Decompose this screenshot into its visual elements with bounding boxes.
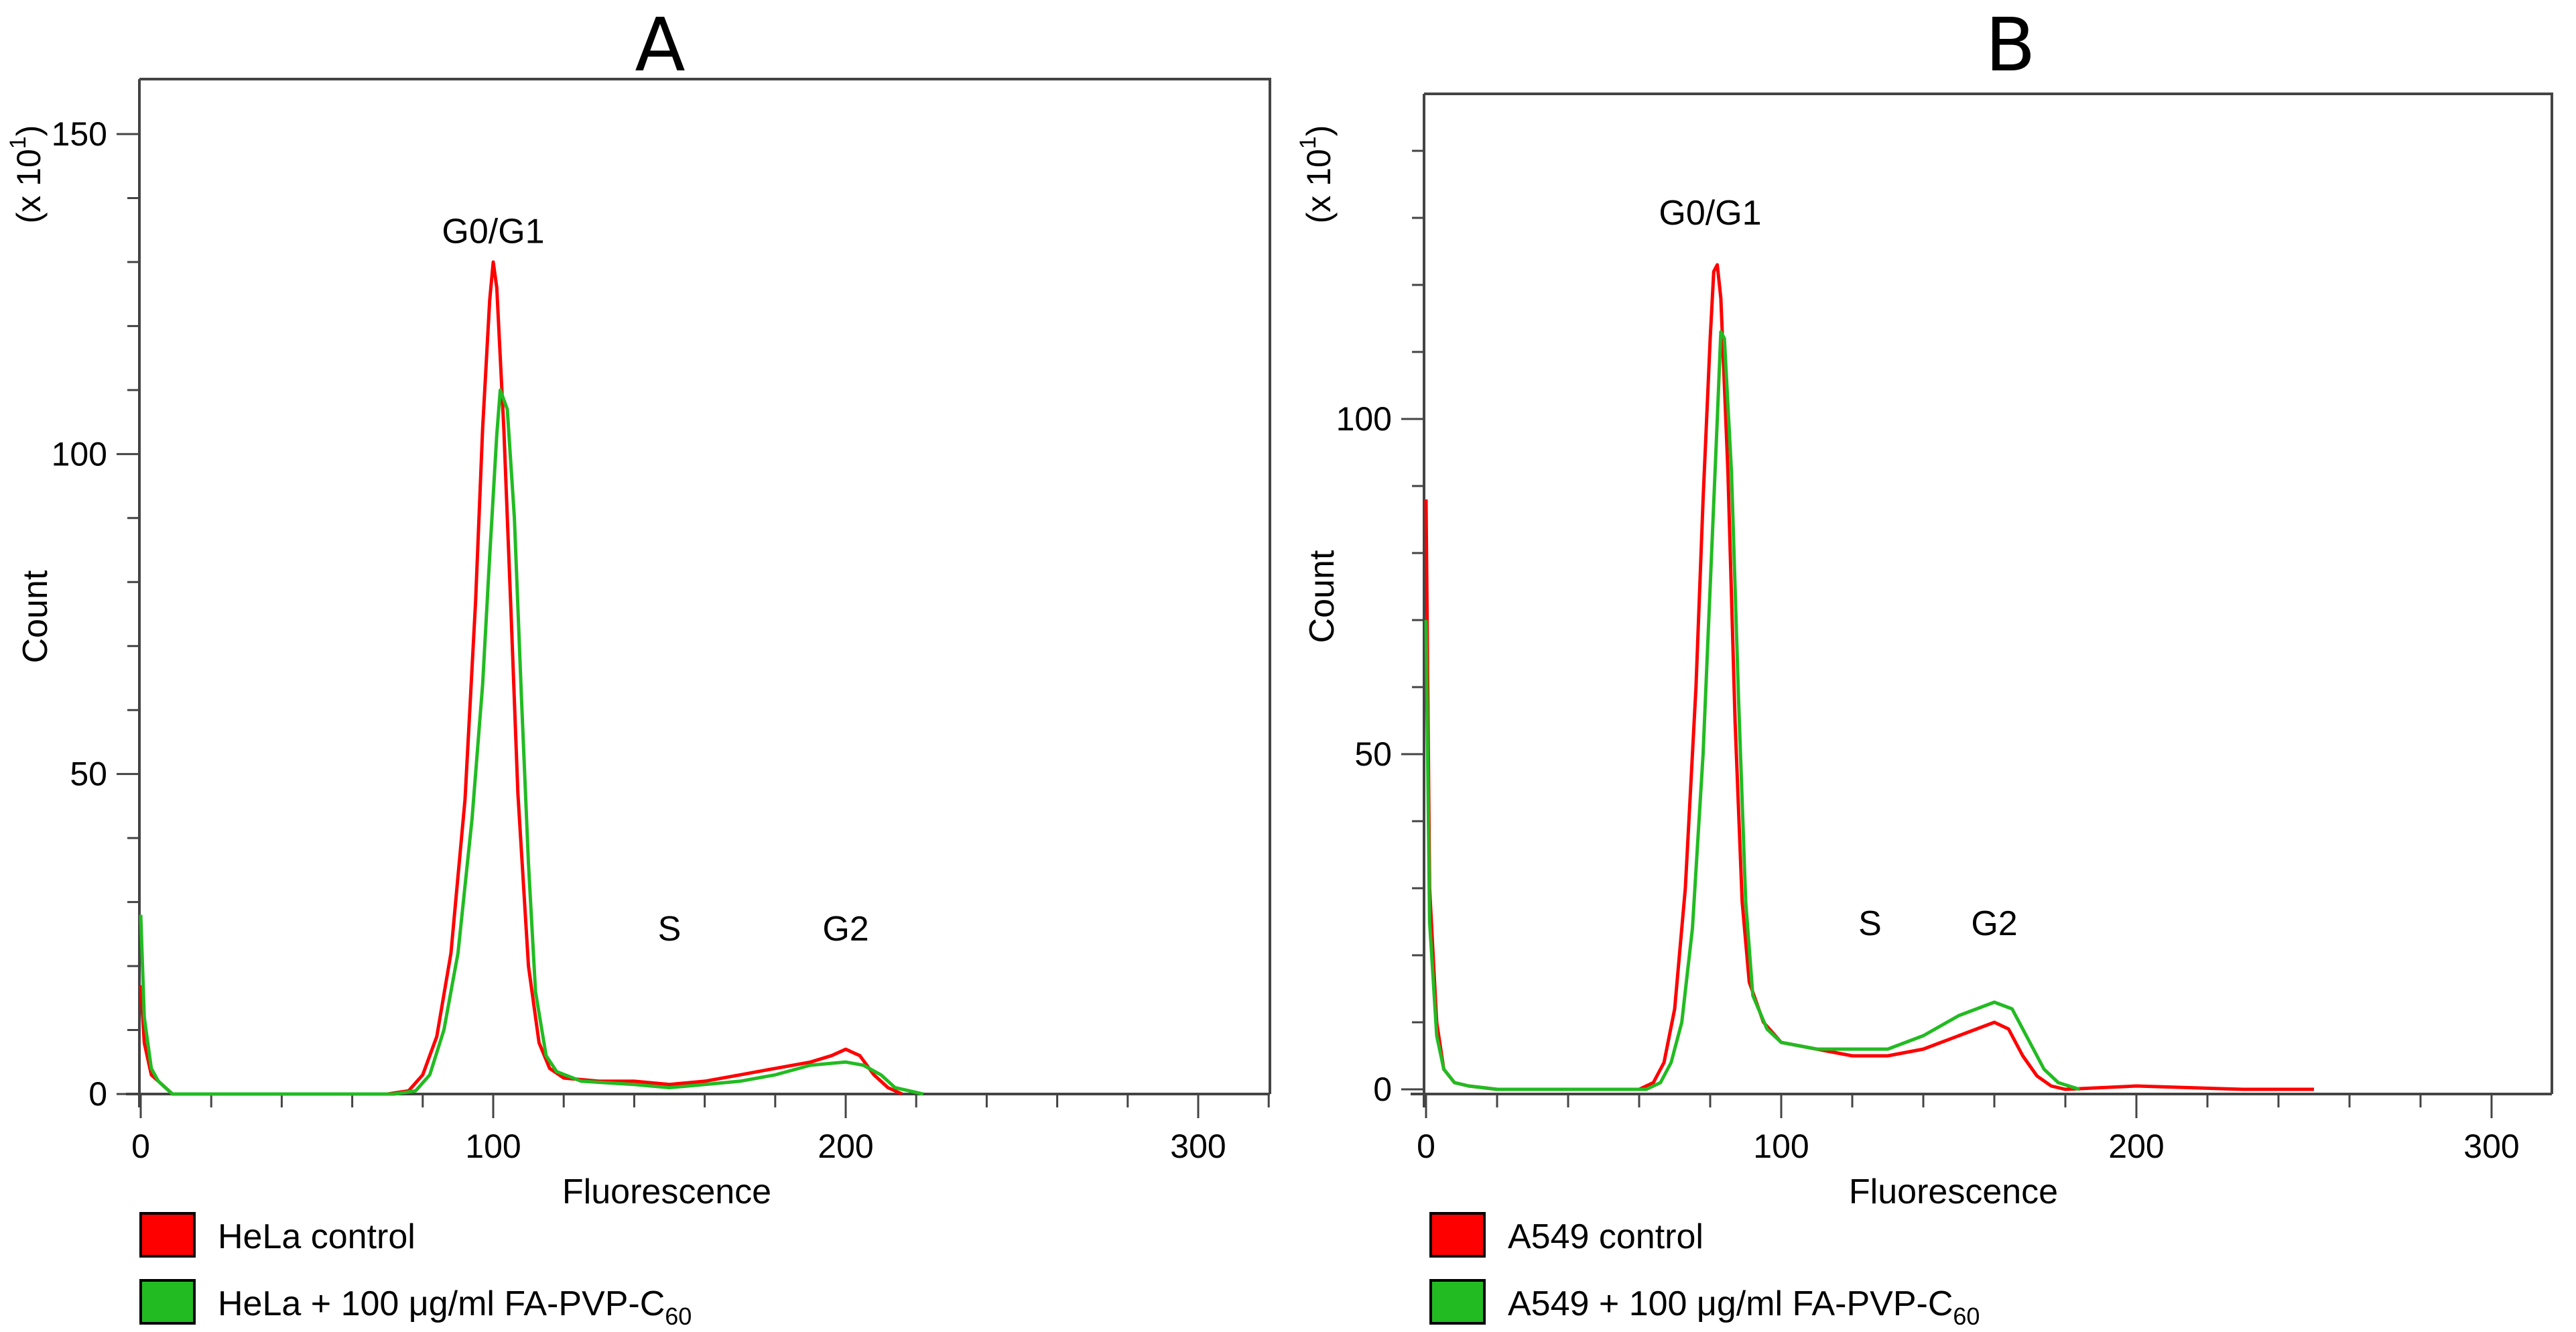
legend-label-subscript: 60 [1953,1303,1980,1329]
y-multiplier: (x 101) [1295,125,1338,224]
y-multiplier-exponent: 1 [5,136,31,149]
legend-swatch [1429,1212,1486,1258]
chart-panel-a: 0 100 200 300 0 50 100 150 A (x 101) Count Fluoresc… [5,2,1271,1330]
y-tick-label: 50 [70,755,107,793]
series-line-treated [1424,330,2080,1091]
y-tick-label: 100 [1336,400,1392,438]
y-multiplier-text: (x 101) [1295,125,1338,224]
y-axis-label: Count [1303,550,1342,643]
y-tick-label: 0 [1373,1071,1392,1108]
y-multiplier-close: ) [1300,125,1338,137]
legend-swatch [139,1212,196,1258]
x-tick-label: 0 [131,1128,150,1165]
y-tick-label: 0 [88,1075,107,1113]
y-multiplier-close: ) [10,125,48,137]
legend-label: HeLa + 100 μg/ml FA-PVP-C60 [218,1284,692,1329]
peak-label: G0/G1 [1659,194,1761,233]
series-line-control [1424,263,2314,1091]
peak-label: G2 [822,910,868,949]
legend-item: HeLa + 100 μg/ml FA-PVP-C60 [139,1279,692,1330]
chart-panel-b: 0 100 200 300 0 50 100 B (x 101) Count Fluorescenc… [1295,2,2553,1330]
x-tick-label: 300 [1170,1128,1226,1165]
legend-item: HeLa control [139,1212,415,1258]
x-tick-label: 0 [1417,1128,1435,1165]
y-multiplier-text: (x 101) [5,125,48,224]
peak-label: S [658,910,682,949]
peak-label: G2 [1971,904,2017,943]
peak-label: S [1858,904,1882,943]
panel-letter: B [1985,2,2035,88]
legend-swatch [139,1279,196,1325]
legend-label-text: A549 + 100 μg/ml FA-PVP-C [1508,1284,1953,1323]
x-tick-label: 100 [465,1128,521,1165]
y-multiplier-exponent: 1 [1295,136,1321,149]
series-line-treated [139,388,924,1096]
x-tick-label: 200 [2108,1128,2164,1165]
legend-label-text: HeLa + 100 μg/ml FA-PVP-C [218,1284,665,1323]
y-tick-label: 150 [52,115,107,153]
legend-item: A549 + 100 μg/ml FA-PVP-C60 [1429,1279,1980,1330]
legend-label-subscript: 60 [665,1303,692,1329]
x-tick-label: 100 [1753,1128,1809,1165]
peak-label: G0/G1 [442,212,544,251]
x-axis-label: Fluorescence [562,1172,771,1211]
legend-label: HeLa control [218,1217,415,1256]
y-axis-label: Count [16,570,55,663]
legend-label: A549 control [1508,1217,1703,1256]
legend-label-text: A549 control [1508,1217,1703,1256]
legend-swatch [1429,1279,1486,1325]
x-axis-label: Fluorescence [1849,1172,2058,1211]
y-multiplier: (x 101) [5,125,48,224]
x-tick-label: 300 [2463,1128,2519,1165]
legend-label-text: HeLa control [218,1217,415,1256]
plot-frame [139,78,1271,1094]
y-multiplier-base: (x 10 [1300,149,1338,223]
y-tick-label: 100 [52,435,107,473]
y-multiplier-base: (x 10 [10,149,48,223]
x-tick-label: 200 [818,1128,873,1165]
legend-label: A549 + 100 μg/ml FA-PVP-C60 [1508,1284,1980,1329]
panel-letter: A [635,2,685,88]
y-tick-label: 50 [1354,735,1392,773]
legend-item: A549 control [1429,1212,1703,1258]
plot-frame [1424,93,2553,1094]
